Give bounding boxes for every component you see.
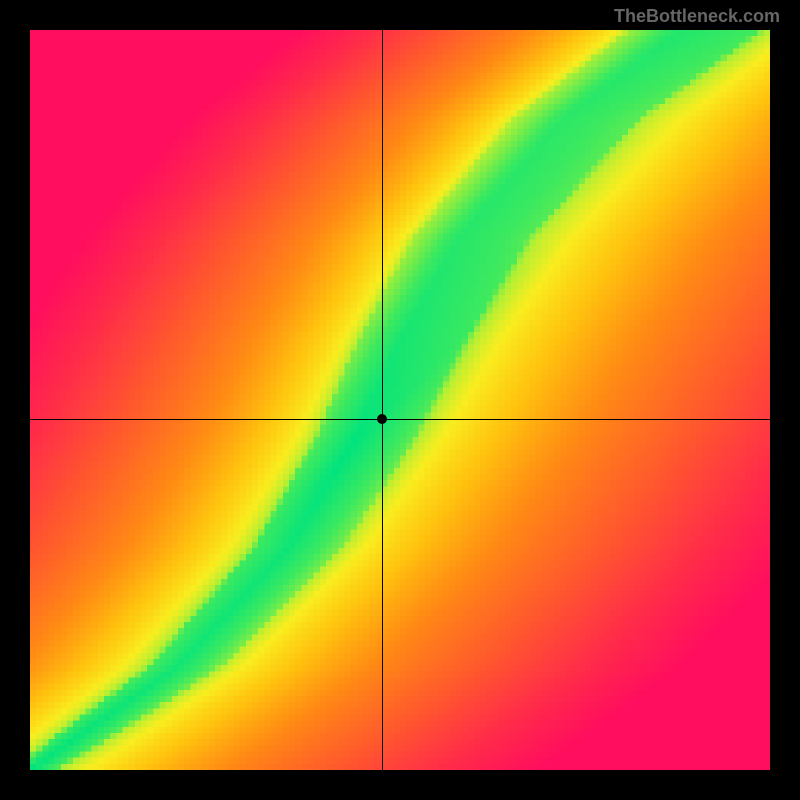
- crosshair-marker: [377, 414, 387, 424]
- plot-area: [30, 30, 770, 770]
- crosshair-horizontal: [30, 419, 770, 420]
- watermark-text: TheBottleneck.com: [614, 6, 780, 27]
- heatmap-canvas: [30, 30, 770, 770]
- crosshair-vertical: [382, 30, 383, 770]
